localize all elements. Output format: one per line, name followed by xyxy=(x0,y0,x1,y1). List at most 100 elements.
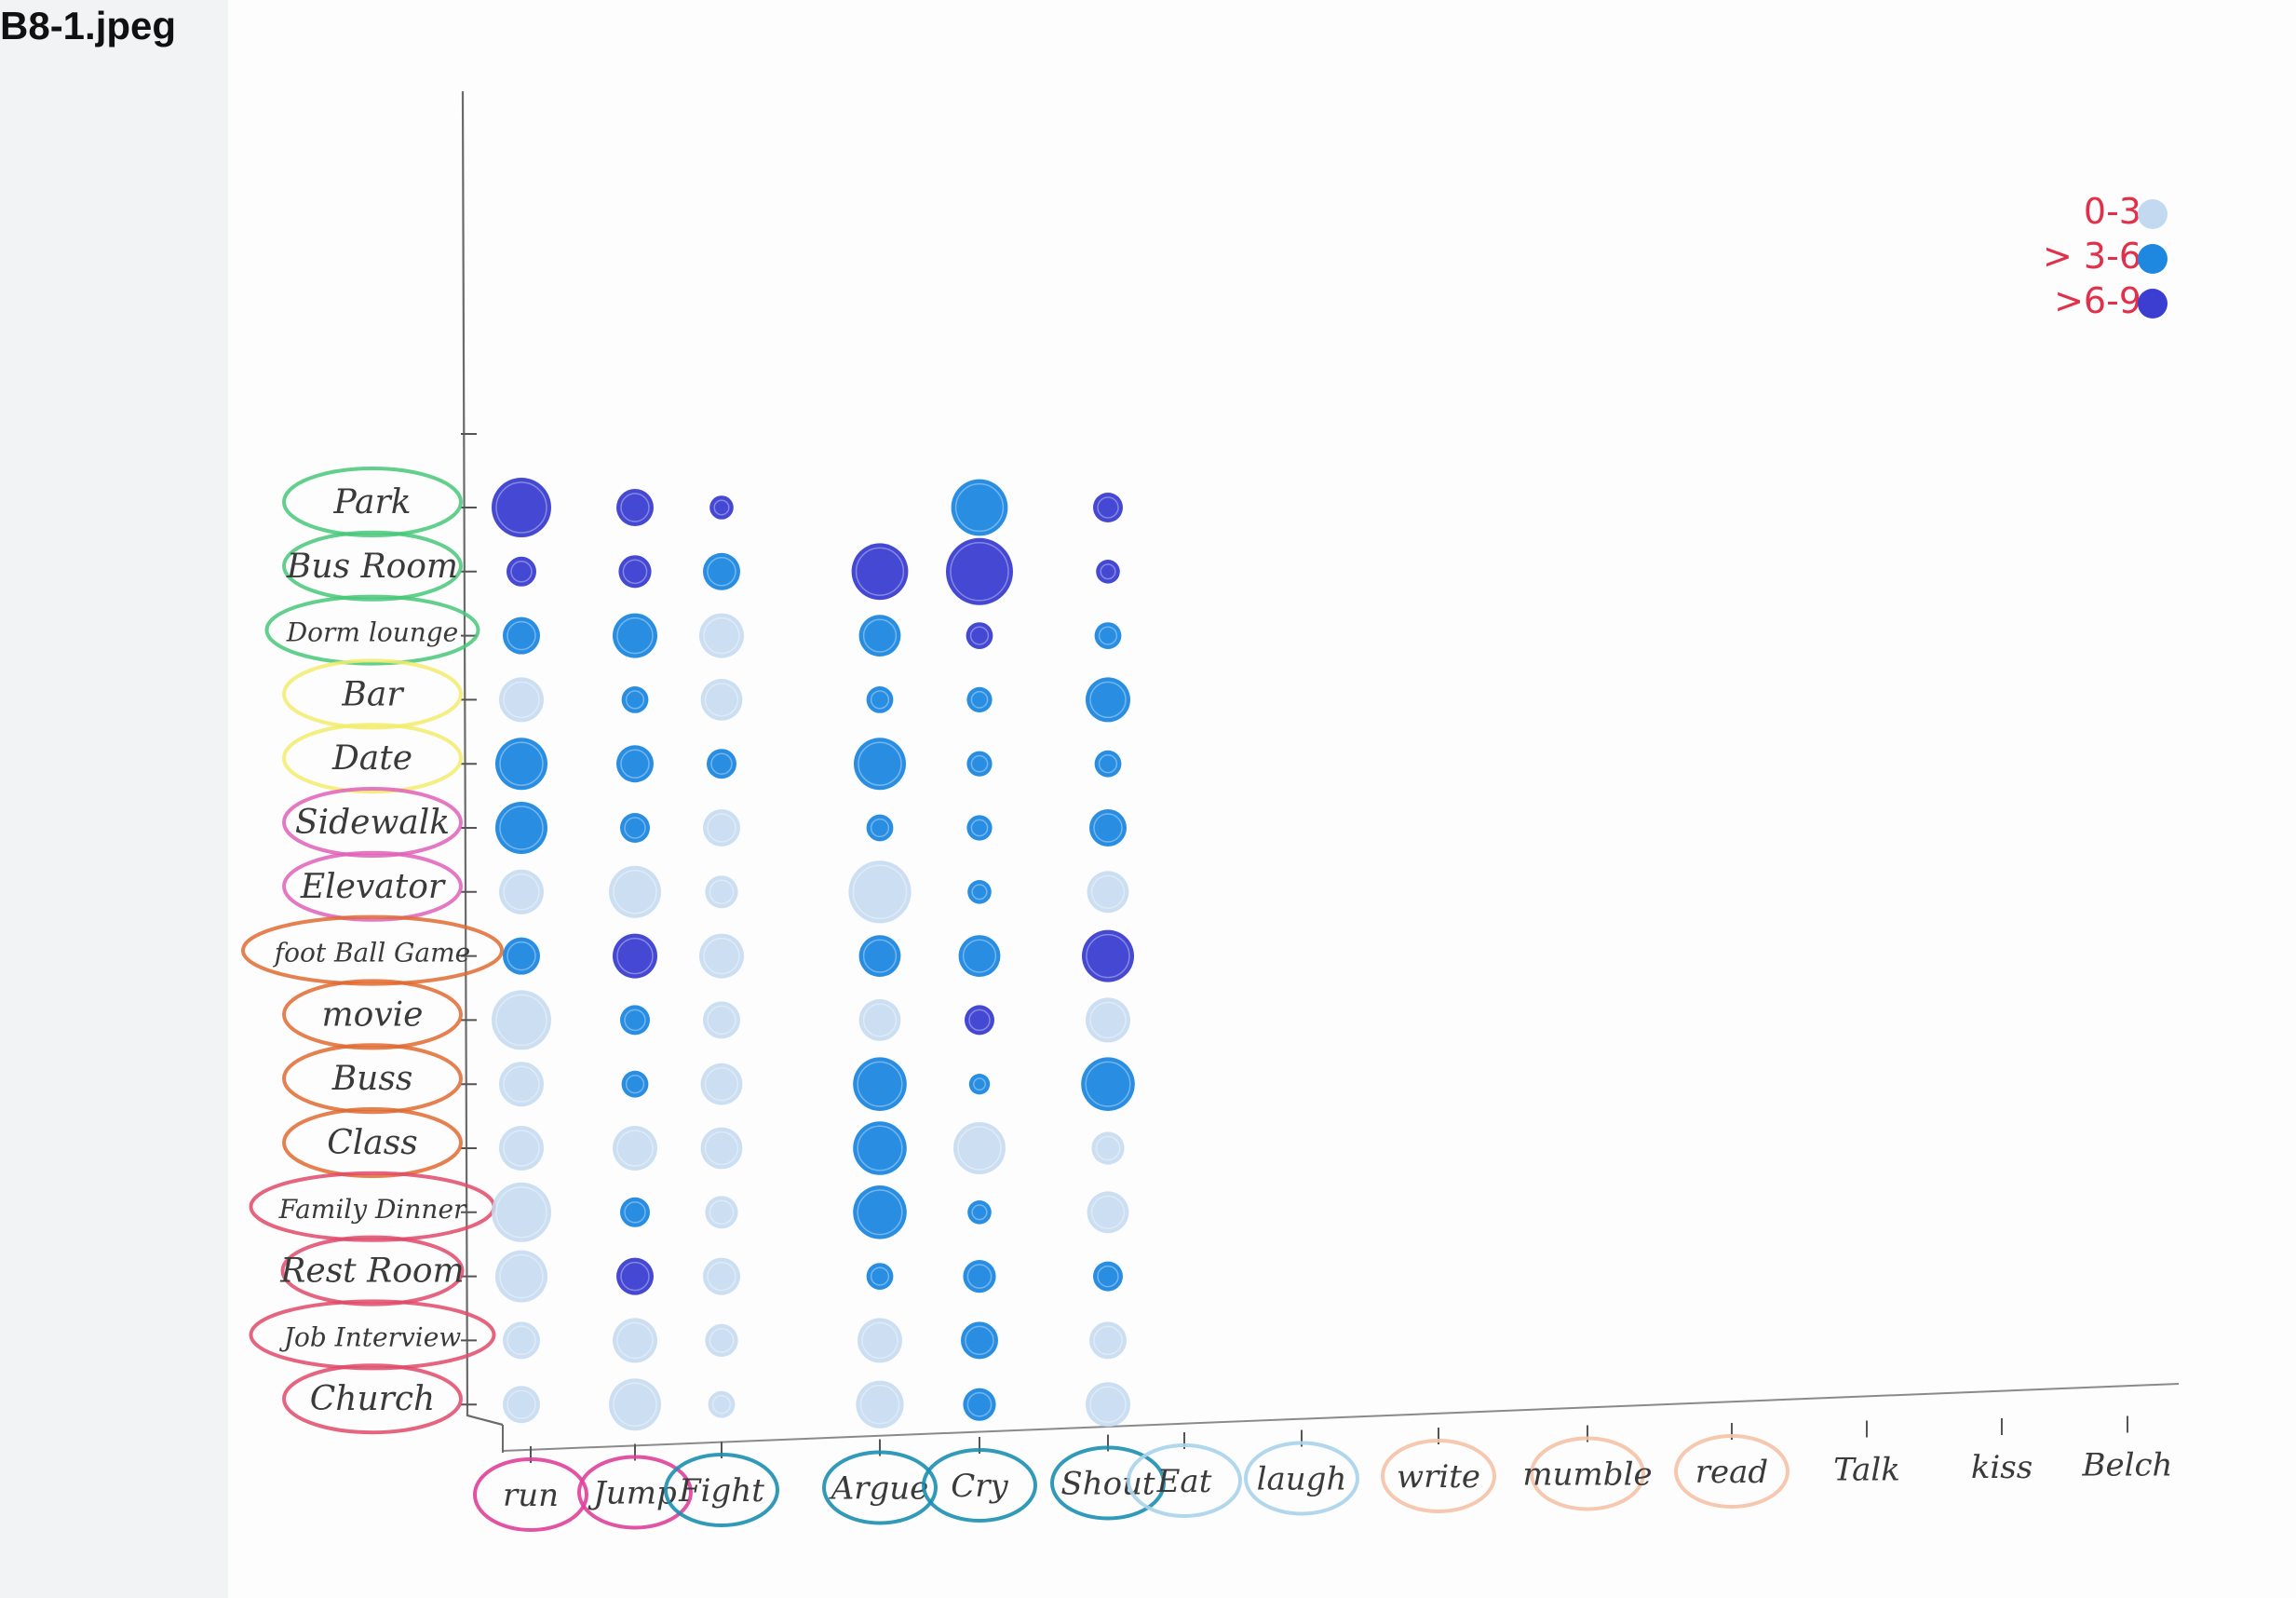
y-label-class: Class xyxy=(282,1107,463,1178)
point-texture xyxy=(503,873,540,911)
point-texture xyxy=(969,626,990,645)
point-argue-football-game xyxy=(858,935,901,977)
x-label-text: Jump xyxy=(588,1475,677,1512)
y-label-text: Family Dinner xyxy=(278,1194,467,1225)
x-label-mumble: mumble xyxy=(1522,1425,1653,1511)
legend: 0-3> 3-6>6-9 xyxy=(2043,191,2168,321)
point-cry-bar xyxy=(966,686,993,713)
point-jump-buss xyxy=(621,1070,649,1098)
point-texture xyxy=(1097,1265,1119,1288)
point-texture xyxy=(707,1261,736,1292)
y-label-ellipse xyxy=(249,1299,496,1371)
x-label-ellipse xyxy=(664,1453,779,1527)
point-texture xyxy=(862,939,898,973)
point-texture xyxy=(857,1061,903,1107)
x-label-ellipse xyxy=(1050,1445,1166,1521)
point-texture xyxy=(966,1264,993,1289)
point-texture xyxy=(624,1009,646,1032)
point-texture xyxy=(858,741,902,786)
y-label-sidewalk: Sidewalk xyxy=(282,787,463,858)
x-label-ellipse xyxy=(822,1450,938,1525)
point-run-buss xyxy=(499,1062,544,1107)
legend-swatch xyxy=(2138,244,2168,274)
point-argue-dorm-lounge xyxy=(858,615,901,657)
point-texture xyxy=(707,1005,736,1036)
point-argue-class xyxy=(853,1121,907,1175)
point-texture xyxy=(622,559,648,585)
y-label-ellipse xyxy=(241,914,504,986)
x-label-ellipse xyxy=(1530,1436,1645,1511)
point-cry-rest-room xyxy=(963,1260,996,1293)
point-texture xyxy=(495,481,547,534)
point-run-class xyxy=(499,1126,544,1171)
y-label-text: movie xyxy=(322,995,424,1034)
point-texture xyxy=(970,819,989,837)
x-label-fight: Fight xyxy=(664,1442,779,1527)
point-run-family-dinner xyxy=(492,1182,551,1242)
x-label-text: run xyxy=(503,1477,559,1514)
point-argue-buss xyxy=(853,1057,907,1111)
point-texture xyxy=(1089,1386,1127,1423)
point-texture xyxy=(713,499,730,516)
point-texture xyxy=(711,1395,732,1415)
point-texture xyxy=(503,1130,540,1167)
y-label-date: Date xyxy=(282,723,463,794)
point-cry-elevator xyxy=(967,880,992,904)
x-label-ellipse xyxy=(473,1457,588,1532)
x-label-ellipse xyxy=(1244,1441,1359,1516)
legend-entry-3-6: > 3-6 xyxy=(2043,236,2168,277)
y-label-ellipse xyxy=(282,658,463,730)
legend-swatch xyxy=(2138,289,2168,318)
y-label-text: Bus Room xyxy=(286,548,458,586)
x-label-text: Cry xyxy=(951,1468,1008,1505)
point-texture xyxy=(859,1384,900,1425)
point-texture xyxy=(616,1321,654,1360)
point-run-park xyxy=(492,478,551,537)
point-texture xyxy=(1090,1195,1126,1229)
point-texture xyxy=(857,1125,903,1171)
point-fight-date xyxy=(707,749,736,779)
point-run-rest-room xyxy=(495,1250,547,1303)
point-fight-church xyxy=(708,1390,736,1418)
point-argue-bar xyxy=(866,686,894,713)
y-label-buss: Buss xyxy=(282,1043,463,1115)
point-texture xyxy=(707,557,736,587)
point-texture xyxy=(971,884,988,901)
x-label-text: Eat xyxy=(1156,1463,1212,1500)
point-texture xyxy=(870,690,890,710)
point-jump-dorm-lounge xyxy=(613,613,657,658)
point-texture xyxy=(1089,681,1127,719)
x-label-ellipse xyxy=(577,1455,693,1530)
point-argue-church xyxy=(856,1380,904,1429)
y-label-rest-room: Rest Room xyxy=(279,1235,465,1307)
point-jump-date xyxy=(616,745,654,783)
point-run-elevator xyxy=(499,869,544,914)
y-label-ellipse xyxy=(282,850,463,922)
point-shout-sidewalk xyxy=(1089,809,1127,846)
point-shout-date xyxy=(1094,750,1122,778)
point-fight-movie xyxy=(703,1001,740,1039)
point-texture xyxy=(861,1321,898,1360)
point-run-date xyxy=(495,738,547,791)
point-shout-park xyxy=(1093,493,1123,522)
x-label-shout: Shout xyxy=(1050,1434,1166,1521)
x-label-text: Fight xyxy=(678,1472,764,1510)
x-label-jump: Jump xyxy=(577,1443,693,1530)
y-label-church: Church xyxy=(282,1363,463,1435)
point-texture xyxy=(954,482,1005,533)
point-texture xyxy=(862,618,898,653)
point-jump-class xyxy=(613,1126,657,1171)
point-texture xyxy=(625,690,645,710)
y-label-ellipse xyxy=(282,1107,463,1178)
point-texture xyxy=(495,1186,547,1239)
point-fight-dorm-lounge xyxy=(699,613,744,658)
point-texture xyxy=(1086,933,1130,979)
y-label-park: Park xyxy=(282,467,463,537)
x-label-cry: Cry xyxy=(922,1437,1037,1523)
point-shout-bar xyxy=(1086,677,1130,723)
point-run-bar xyxy=(499,677,544,723)
x-label-belch: Belch xyxy=(2082,1415,2172,1484)
y-label-movie: movie xyxy=(282,979,463,1050)
point-fight-park xyxy=(709,495,734,520)
